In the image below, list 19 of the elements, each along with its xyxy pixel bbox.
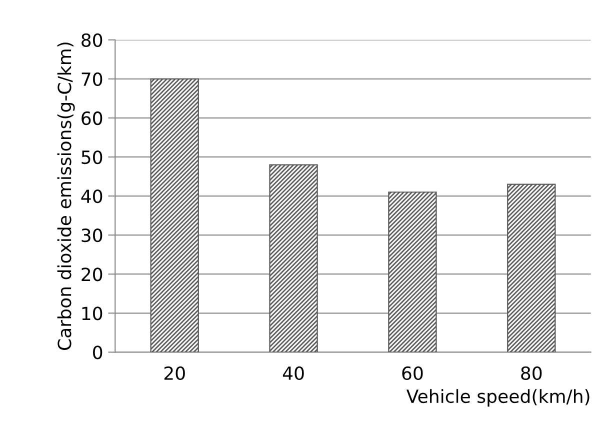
y-axis-title: Carbon dioxide emissions(g-C/km) <box>57 42 75 350</box>
y-tick-label: 60 <box>82 111 102 126</box>
y-tick-label: 70 <box>82 72 102 86</box>
bar <box>150 78 199 352</box>
y-tick-label: 30 <box>82 228 102 242</box>
y-tick-label: 0 <box>93 346 102 360</box>
y-tick-label: 80 <box>82 33 102 47</box>
x-tick-label: 80 <box>521 366 542 380</box>
x-axis-title: Vehicle speed(km/h) <box>406 389 590 407</box>
x-tick-label: 60 <box>402 366 423 380</box>
y-tick-label: 10 <box>82 306 102 320</box>
x-tick-label: 40 <box>282 366 304 380</box>
bar <box>388 192 437 352</box>
bar <box>269 164 318 352</box>
bar <box>507 184 556 352</box>
y-tick-label: 40 <box>81 189 102 204</box>
x-tick-label: 20 <box>164 366 185 380</box>
y-tick-label: 20 <box>82 268 102 282</box>
y-tick-label: 50 <box>82 150 102 164</box>
